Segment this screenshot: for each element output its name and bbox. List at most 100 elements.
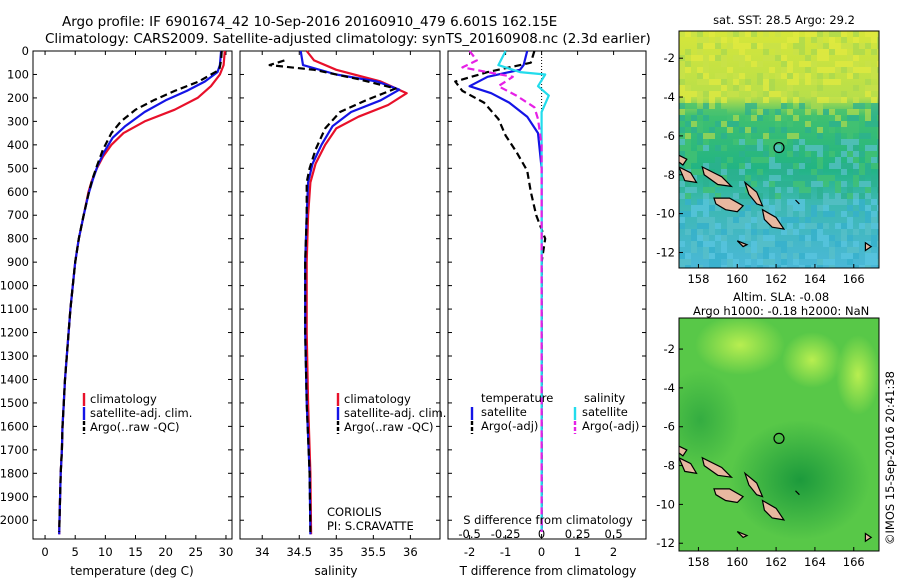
sst-pixel <box>763 73 769 79</box>
sst-pixel <box>775 181 781 187</box>
sst-pixel <box>733 217 739 223</box>
sst-pixel <box>835 109 841 115</box>
sst-pixel <box>859 49 865 55</box>
sst-pixel <box>709 79 715 85</box>
sst-pixel <box>703 217 709 223</box>
temperature-legend: climatology satellite-adj. clim. Argo(..… <box>82 392 192 434</box>
sst-pixel <box>871 67 877 73</box>
sst-pixel <box>829 73 835 79</box>
sst-pixel <box>697 241 703 247</box>
sst-pixel <box>811 79 817 85</box>
sst-pixel <box>733 265 739 268</box>
sst-pixel <box>787 199 793 205</box>
sst-pixel <box>853 175 859 181</box>
sst-pixel <box>703 109 709 115</box>
sst-pixel <box>721 247 727 253</box>
sst-pixel <box>805 31 811 37</box>
sst-pixel <box>757 241 763 247</box>
sst-pixel <box>715 259 721 265</box>
sst-pixel <box>811 115 817 121</box>
sst-pixel <box>805 253 811 259</box>
sst-pixel <box>685 193 691 199</box>
sst-pixel <box>829 247 835 253</box>
sst-pixel <box>685 163 691 169</box>
sst-pixel <box>865 163 871 169</box>
sst-pixel <box>877 49 879 55</box>
sst-pixel <box>781 217 787 223</box>
sst-pixel <box>853 145 859 151</box>
legend-argo-label: Argo(..raw -QC) <box>344 420 434 434</box>
sst-pixel <box>721 85 727 91</box>
sst-pixel <box>877 205 879 211</box>
lon-tick-label: 162 <box>765 272 787 286</box>
t-difference-axis-label: T difference from climatology <box>459 564 637 578</box>
sst-pixel <box>829 67 835 73</box>
sst-pixel <box>715 253 721 259</box>
sst-pixel <box>817 133 823 139</box>
sst-pixel <box>685 229 691 235</box>
x-tick-label: 35 <box>329 545 344 559</box>
sst-pixel <box>847 127 853 133</box>
sst-pixel <box>847 55 853 61</box>
sst-pixel <box>697 79 703 85</box>
sst-pixel <box>781 163 787 169</box>
sst-pixel <box>769 253 775 259</box>
sst-pixel <box>781 61 787 67</box>
sst-pixel <box>823 175 829 181</box>
sst-pixel <box>835 163 841 169</box>
sst-pixel <box>739 49 745 55</box>
sst-pixel <box>805 73 811 79</box>
sst-pixel <box>829 253 835 259</box>
sst-pixel <box>775 187 781 193</box>
sst-pixel <box>829 151 835 157</box>
sst-pixel <box>715 145 721 151</box>
sst-pixel <box>697 121 703 127</box>
sst-pixel <box>691 241 697 247</box>
sst-pixel <box>697 235 703 241</box>
sst-pixel <box>703 79 709 85</box>
sst-pixel <box>709 253 715 259</box>
sst-pixel <box>679 223 685 229</box>
sst-pixel <box>835 79 841 85</box>
sst-pixel <box>715 223 721 229</box>
sst-pixel <box>823 241 829 247</box>
island-shape <box>713 197 745 213</box>
depth-tick-label: 0 <box>22 44 29 58</box>
sst-pixel <box>793 199 799 205</box>
sst-pixel <box>745 247 751 253</box>
sst-pixel <box>757 73 763 79</box>
sst-pixel <box>847 223 853 229</box>
sst-pixel <box>697 223 703 229</box>
sst-pixel <box>763 91 769 97</box>
sst-pixel <box>787 163 793 169</box>
sst-pixel <box>679 145 685 151</box>
sst-pixel <box>853 97 859 103</box>
lat-tick-label: -2 <box>664 51 675 65</box>
sst-pixel <box>823 211 829 217</box>
sst-pixel <box>787 85 793 91</box>
sst-pixel <box>709 109 715 115</box>
sst-pixel <box>769 55 775 61</box>
series-climatology <box>58 50 226 535</box>
sst-pixel <box>787 121 793 127</box>
sst-pixel <box>835 43 841 49</box>
sst-pixel <box>727 67 733 73</box>
islands-top <box>679 141 873 252</box>
sst-pixel <box>829 31 835 37</box>
sst-pixel <box>703 91 709 97</box>
sst-pixel <box>757 169 763 175</box>
sst-pixel <box>847 115 853 121</box>
sst-pixel <box>877 163 879 169</box>
sst-pixel <box>817 175 823 181</box>
sst-pixel <box>703 211 709 217</box>
sst-pixel <box>709 91 715 97</box>
sst-pixel <box>865 133 871 139</box>
sst-pixel <box>703 247 709 253</box>
sst-pixel <box>859 205 865 211</box>
sst-pixel <box>841 193 847 199</box>
sst-pixel <box>715 73 721 79</box>
sst-pixel <box>871 259 877 265</box>
sst-pixel <box>835 31 841 37</box>
sst-pixel <box>769 145 775 151</box>
sst-pixel <box>727 223 733 229</box>
